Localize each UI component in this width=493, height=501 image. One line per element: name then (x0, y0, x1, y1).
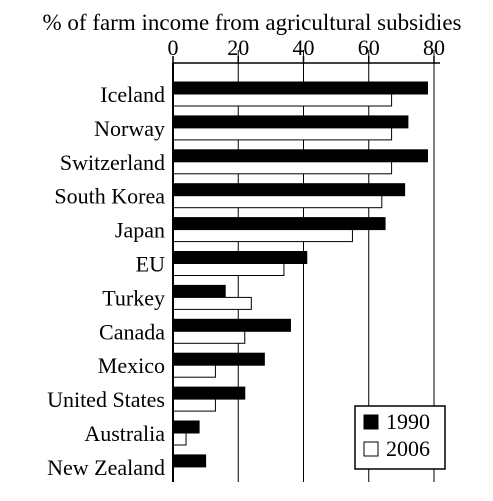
category-labels: Iceland Norway Switzerland South Korea Japan… (47, 82, 165, 480)
bar-1990-switzerland (172, 149, 428, 163)
x-tick-label: 40 (293, 35, 315, 60)
bar-2006-australia (172, 432, 187, 446)
bar-1990-south-korea (172, 183, 406, 197)
x-tick-label: 60 (358, 35, 380, 60)
legend-label-2006: 2006 (386, 436, 430, 461)
legend-box (354, 405, 446, 470)
bar-1990-united-states (172, 386, 246, 400)
legend-label-1990: 1990 (386, 409, 430, 434)
category-label: United States (47, 387, 165, 412)
x-axis-ticks: 0 20 40 60 80 (168, 35, 445, 64)
bar-2006-switzerland (172, 161, 393, 175)
chart-title: % of farm income from agricultural subsi… (43, 10, 462, 35)
bar-1990-mexico (172, 352, 265, 366)
bar-2006-canada (172, 330, 246, 344)
bar-2006-japan (172, 229, 353, 243)
bar-1990-new-zealand (172, 454, 207, 468)
bar-2006-norway (172, 127, 393, 141)
bar-2006-eu (172, 263, 285, 276)
x-tick-label: 20 (227, 35, 249, 60)
legend-swatch-2006 (363, 441, 379, 457)
bar-1990-eu (172, 251, 308, 264)
bar-2006-united-states (172, 398, 216, 412)
category-label: New Zealand (47, 455, 165, 480)
bar-2006-turkey (172, 296, 252, 310)
x-tick-label: 80 (423, 35, 445, 60)
category-label: Turkey (102, 285, 165, 310)
bar-2006-mexico (172, 364, 216, 378)
category-label: EU (136, 252, 165, 277)
bar-1990-norway (172, 115, 409, 129)
category-label: Switzerland (60, 150, 165, 175)
category-label: Australia (84, 421, 165, 446)
bar-2006-iceland (172, 93, 393, 107)
category-label: South Korea (54, 184, 165, 209)
category-label: Norway (94, 116, 165, 141)
bar-2006-south-korea (172, 195, 383, 209)
category-label: Iceland (100, 82, 165, 107)
category-label: Japan (115, 218, 165, 243)
bar-1990-iceland (172, 81, 428, 95)
legend-swatch-1990 (363, 414, 379, 430)
bar-1990-turkey (172, 284, 226, 298)
category-label: Mexico (98, 353, 165, 378)
bar-1990-australia (172, 420, 200, 434)
x-tick-label: 0 (168, 35, 179, 60)
category-label: Canada (99, 319, 165, 344)
bar-1990-japan (172, 217, 386, 231)
bar-1990-canada (172, 318, 291, 332)
bars (172, 81, 428, 468)
